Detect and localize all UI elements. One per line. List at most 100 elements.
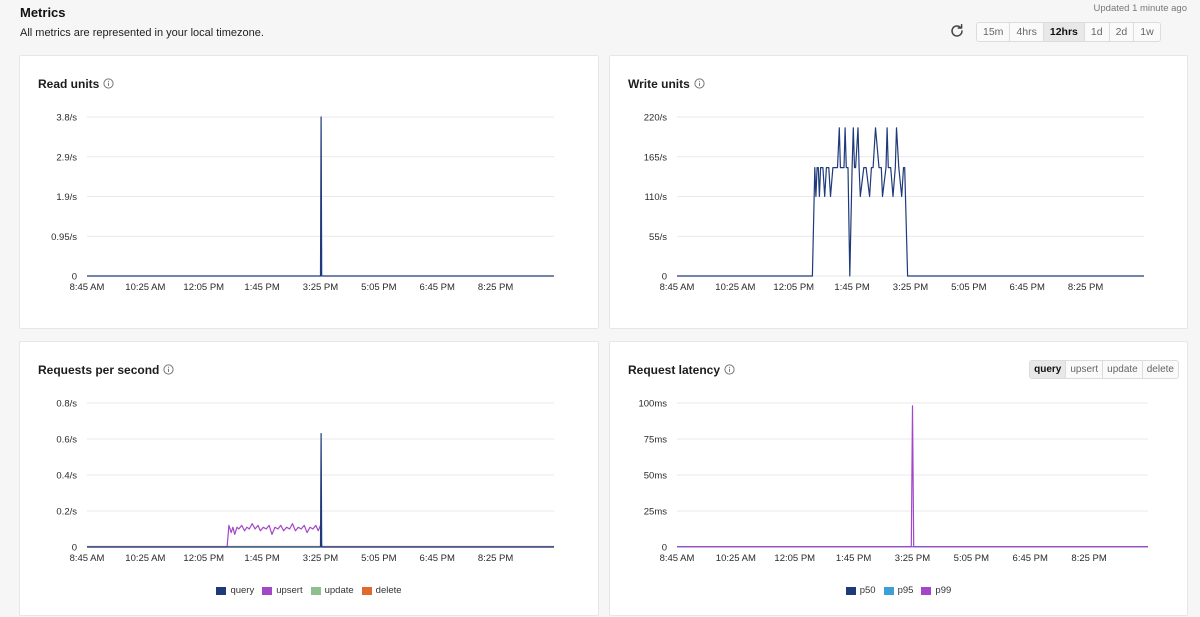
y-tick-label: 50ms xyxy=(644,471,667,482)
op-query[interactable]: query xyxy=(1030,361,1067,378)
legend-swatch xyxy=(921,586,932,595)
x-tick-label: 12:05 PM xyxy=(773,282,814,293)
x-tick-label: 8:25 PM xyxy=(478,553,513,564)
legend-swatch xyxy=(845,586,856,595)
y-tick-label: 0 xyxy=(72,543,77,554)
read-units-title: Read units xyxy=(38,77,100,91)
info-icon[interactable] xyxy=(724,364,735,375)
x-tick-label: 1:45 PM xyxy=(836,553,871,564)
x-tick-label: 5:05 PM xyxy=(361,282,396,293)
rps-chart: 0 0.2/s 0.4/s 0.6/s 0.8/s 8:45 AM 10:25 AM 12:0… xyxy=(56,399,554,564)
write-units-chart: 0 55/s 110/s 165/s 220/s 8:45 AM 10:25 AM 12:05… xyxy=(644,113,1144,293)
legend-item-delete[interactable]: delete xyxy=(361,585,402,596)
y-tick-label: 25ms xyxy=(644,507,667,518)
x-tick-label: 12:05 PM xyxy=(774,553,815,564)
panel-title: Request latency xyxy=(628,363,735,377)
read-units-chart: 0 0.95/s 1.9/s 2.9/s 3.8/s 8:45 AM 10:25 AM 12:… xyxy=(51,113,554,293)
legend-item-p95[interactable]: p95 xyxy=(883,585,914,596)
x-tick-label: 1:45 PM xyxy=(244,553,279,564)
x-tick-label: 1:45 PM xyxy=(834,282,869,293)
legend-label: p95 xyxy=(897,585,914,596)
range-2d[interactable]: 2d xyxy=(1110,23,1135,41)
y-tick-label: 0.2/s xyxy=(56,507,77,518)
legend-item-update[interactable]: update xyxy=(310,585,354,596)
legend-label: upsert xyxy=(276,585,303,596)
series-line-query xyxy=(677,127,1144,277)
x-tick-label: 1:45 PM xyxy=(244,282,279,293)
y-tick-label: 0.8/s xyxy=(56,399,77,410)
x-tick-label: 5:05 PM xyxy=(361,553,396,564)
info-icon[interactable] xyxy=(694,78,705,89)
range-1d[interactable]: 1d xyxy=(1085,23,1110,41)
legend-label: update xyxy=(324,585,354,596)
x-tick-label: 3:25 PM xyxy=(303,553,338,564)
y-tick-label: 0 xyxy=(662,543,667,554)
y-tick-label: 1.9/s xyxy=(56,192,77,203)
x-tick-label: 12:05 PM xyxy=(183,553,224,564)
x-tick-label: 8:25 PM xyxy=(1071,553,1106,564)
y-tick-label: 0.6/s xyxy=(56,435,77,446)
panel-title: Read units xyxy=(38,77,114,91)
x-tick-label: 5:05 PM xyxy=(954,553,989,564)
x-tick-label: 10:25 AM xyxy=(716,553,756,564)
page-subtitle: All metrics are represented in your loca… xyxy=(20,27,264,39)
info-icon[interactable] xyxy=(163,364,174,375)
updated-label: Updated 1 minute ago xyxy=(1093,3,1187,14)
info-icon[interactable] xyxy=(103,78,114,89)
latency-operation-selector: query upsert update delete xyxy=(1029,360,1179,379)
legend-label: p99 xyxy=(935,585,952,596)
y-tick-label: 100ms xyxy=(638,399,667,410)
range-4hrs[interactable]: 4hrs xyxy=(1010,23,1044,41)
op-delete[interactable]: delete xyxy=(1146,364,1174,375)
x-tick-label: 6:45 PM xyxy=(1013,553,1048,564)
series-line-query xyxy=(87,432,554,548)
series-line-upsert xyxy=(87,523,554,548)
legend-label: p50 xyxy=(859,585,876,596)
y-tick-label: 75ms xyxy=(644,435,667,446)
panel-title: Requests per second xyxy=(38,363,174,377)
write-units-title: Write units xyxy=(628,77,690,91)
legend-label: delete xyxy=(375,585,402,596)
legend-item-p50[interactable]: p50 xyxy=(845,585,876,596)
x-tick-label: 8:25 PM xyxy=(1068,282,1103,293)
op-update[interactable]: update xyxy=(1103,361,1143,378)
x-tick-label: 10:25 AM xyxy=(125,282,165,293)
legend-swatch xyxy=(361,586,372,595)
y-tick-label: 0 xyxy=(662,272,667,283)
legend-item-upsert[interactable]: upsert xyxy=(262,585,303,596)
latency-chart: 0 25ms 50ms 75ms 100ms 8:45 AM 10:25 AM 12:05 P… xyxy=(638,399,1148,564)
x-tick-label: 3:25 PM xyxy=(893,282,928,293)
x-tick-label: 6:45 PM xyxy=(420,282,455,293)
x-tick-label: 8:25 PM xyxy=(478,282,513,293)
y-tick-label: 2.9/s xyxy=(56,152,77,163)
x-tick-label: 10:25 AM xyxy=(125,553,165,564)
y-tick-label: 110/s xyxy=(644,192,667,203)
x-tick-label: 6:45 PM xyxy=(1010,282,1045,293)
rps-legend: query upsert update delete xyxy=(20,585,598,596)
legend-swatch xyxy=(883,586,894,595)
x-tick-label: 8:45 AM xyxy=(660,553,695,564)
range-1w[interactable]: 1w xyxy=(1140,26,1154,38)
legend-label: query xyxy=(230,585,255,596)
x-tick-label: 3:25 PM xyxy=(303,282,338,293)
y-tick-label: 0.4/s xyxy=(56,471,77,482)
latency-legend: p50 p95 p99 xyxy=(610,585,1187,596)
latency-title: Request latency xyxy=(628,363,721,377)
x-tick-label: 8:45 AM xyxy=(70,282,105,293)
refresh-icon[interactable] xyxy=(948,22,966,40)
x-tick-label: 8:45 AM xyxy=(660,282,695,293)
request-latency-panel: Request latency query upsert update dele… xyxy=(609,341,1188,616)
range-12hrs[interactable]: 12hrs xyxy=(1043,23,1085,41)
write-units-panel: Write units 0 55/s 110/s 165/s 220/s 8:45 AM 1… xyxy=(609,55,1188,329)
legend-item-p99[interactable]: p99 xyxy=(921,585,951,596)
y-tick-label: 0.95/s xyxy=(51,232,77,243)
series-line-query xyxy=(87,116,554,277)
legend-item-query[interactable]: query xyxy=(216,585,254,596)
op-upsert[interactable]: upsert xyxy=(1066,361,1104,378)
series-line-p99 xyxy=(677,405,1148,548)
range-15m[interactable]: 15m xyxy=(977,23,1011,41)
read-units-panel: Read units 0 0.95/s 1.9/s 2.9/s 3.8/s 8:45 AM… xyxy=(19,55,599,329)
x-tick-label: 3:25 PM xyxy=(895,553,930,564)
legend-swatch xyxy=(216,586,227,595)
y-tick-label: 55/s xyxy=(649,232,667,243)
